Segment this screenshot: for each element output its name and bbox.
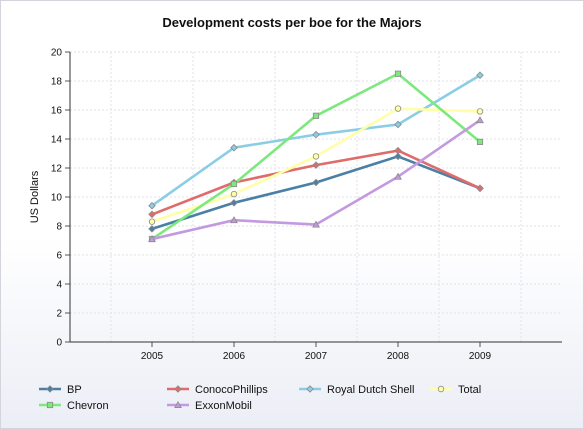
legend-swatch-marker bbox=[46, 385, 54, 393]
legend: BP ConocoPhillips Royal Dutch Shell Total Ch… bbox=[39, 384, 481, 412]
legend-item: ConocoPhillips bbox=[167, 384, 268, 396]
y-tick-label: 0 bbox=[56, 338, 62, 349]
x-tick-label: 2009 bbox=[469, 351, 492, 362]
data-point bbox=[230, 190, 238, 198]
series-royal-dutch-shell bbox=[148, 71, 484, 210]
y-axis-title: US Dollars bbox=[29, 170, 41, 223]
legend-swatch-marker bbox=[174, 385, 182, 393]
data-point bbox=[230, 180, 238, 188]
legend-item: Chevron bbox=[39, 400, 109, 412]
data-point bbox=[312, 220, 320, 228]
data-point bbox=[394, 70, 402, 77]
y-tick-label: 10 bbox=[51, 193, 63, 204]
data-point bbox=[148, 225, 156, 233]
chart-title: Development costs per boe for the Majors bbox=[162, 15, 421, 30]
data-point bbox=[312, 161, 320, 169]
data-point bbox=[148, 210, 156, 219]
data-point bbox=[230, 216, 238, 224]
x-tick-label: 2006 bbox=[223, 351, 246, 362]
data-point bbox=[312, 112, 320, 119]
y-tick-label: 2 bbox=[56, 309, 62, 320]
data-point bbox=[312, 178, 320, 187]
legend-swatch-marker bbox=[46, 401, 54, 409]
data-point bbox=[394, 152, 402, 161]
y-tick-label: 4 bbox=[56, 280, 62, 291]
y-tick-label: 8 bbox=[56, 222, 62, 233]
y-tick-label: 12 bbox=[51, 164, 63, 175]
data-point bbox=[312, 130, 320, 139]
data-point bbox=[394, 120, 402, 129]
data-point bbox=[476, 138, 484, 145]
data-point bbox=[230, 199, 238, 207]
data-point bbox=[312, 153, 320, 160]
data-point bbox=[394, 172, 402, 180]
data-point bbox=[148, 218, 156, 225]
y-tick-label: 6 bbox=[56, 251, 62, 262]
data-point bbox=[394, 146, 402, 155]
x-tick-label: 2005 bbox=[141, 351, 164, 362]
series-chevron bbox=[148, 70, 484, 243]
series-exxonmobil bbox=[148, 116, 484, 243]
legend-item: Total bbox=[430, 384, 481, 396]
legend-swatch-marker bbox=[174, 400, 182, 408]
legend-item: ExxonMobil bbox=[167, 400, 252, 412]
x-tick-label: 2008 bbox=[387, 351, 410, 362]
legend-item: BP bbox=[39, 384, 82, 396]
y-tick-label: 14 bbox=[51, 135, 63, 146]
data-point bbox=[476, 184, 484, 193]
legend-swatch-marker bbox=[306, 385, 314, 393]
plot-area: 0 2 4 6 8 10 12 14 16 18 20 2005 2006 2007 2008 2009 bbox=[51, 48, 562, 362]
data-point bbox=[148, 201, 156, 210]
legend-swatch-marker bbox=[437, 385, 445, 393]
data-point bbox=[476, 116, 484, 124]
legend-label: ExxonMobil bbox=[195, 400, 252, 412]
data-point bbox=[394, 105, 402, 112]
data-point bbox=[148, 235, 156, 243]
data-point bbox=[230, 143, 238, 152]
y-tick-label: 20 bbox=[51, 48, 63, 59]
y-tick-label: 16 bbox=[51, 106, 63, 117]
x-tick-label: 2007 bbox=[305, 351, 328, 362]
legend-label: Royal Dutch Shell bbox=[327, 384, 414, 396]
legend-label: Total bbox=[458, 384, 481, 396]
y-tick-label: 18 bbox=[51, 77, 63, 88]
data-point bbox=[476, 71, 484, 79]
legend-label: BP bbox=[67, 384, 82, 396]
legend-label: ConocoPhillips bbox=[195, 384, 268, 396]
legend-item: Royal Dutch Shell bbox=[299, 384, 414, 396]
data-point bbox=[476, 108, 484, 115]
legend-label: Chevron bbox=[67, 400, 109, 412]
